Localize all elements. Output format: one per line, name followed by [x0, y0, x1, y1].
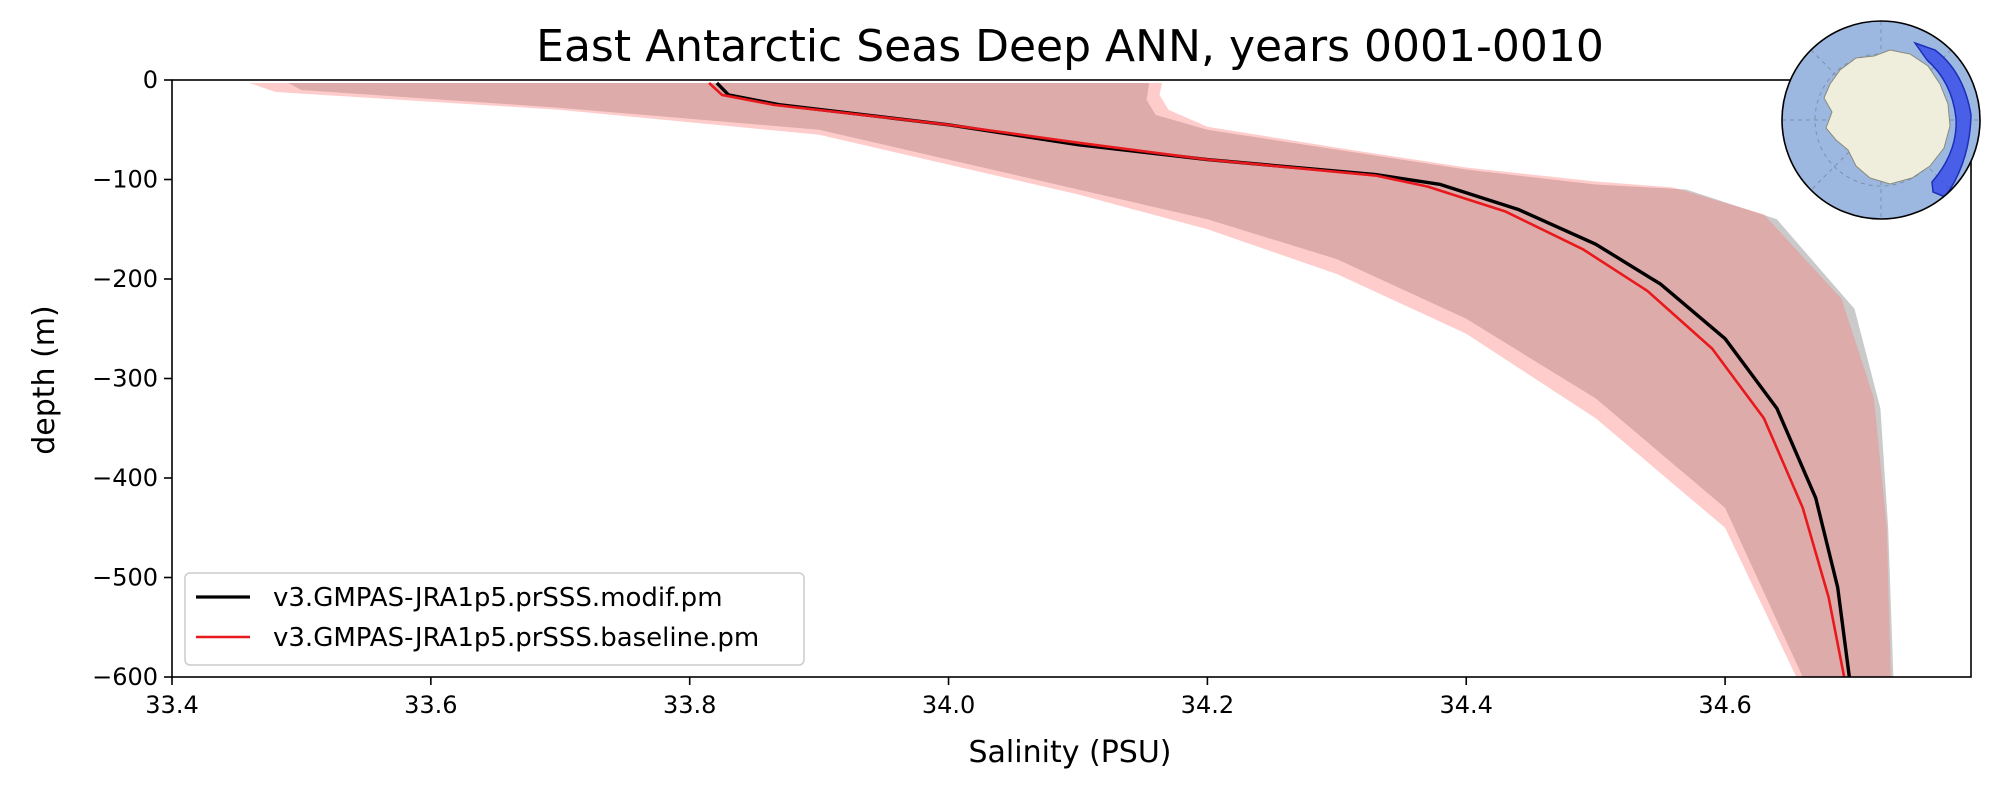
x-tick-label: 34.4	[1440, 691, 1493, 719]
y-tick-label: −300	[92, 365, 158, 393]
x-tick-label: 34.6	[1698, 691, 1751, 719]
y-axis: 0 −100 −200 −300 −400 −500 −600	[92, 66, 172, 691]
legend: v3.GMPAS-JRA1p5.prSSS.modif.pm v3.GMPAS-…	[184, 572, 805, 666]
x-axis: 33.4 33.6 33.8 34.0 34.2 34.4 34.6	[145, 677, 1752, 719]
east-antarctic-seas-region	[1913, 41, 1972, 198]
x-tick-label: 33.6	[404, 691, 457, 719]
y-tick-label: −100	[92, 166, 158, 194]
y-tick-label: −400	[92, 464, 158, 492]
x-tick-label: 33.4	[145, 691, 198, 719]
x-axis-label: Salinity (PSU)	[969, 735, 1172, 770]
y-tick-label: −200	[92, 265, 158, 293]
inset-border	[1781, 20, 1981, 220]
y-axis-label: depth (m)	[27, 305, 62, 455]
x-tick-label: 34.2	[1181, 691, 1234, 719]
x-tick-label: 33.8	[663, 691, 716, 719]
y-tick-label: −600	[92, 663, 158, 691]
inset-map	[1781, 20, 1981, 220]
range-band-baseline	[249, 82, 1891, 677]
x-tick-label: 34.0	[922, 691, 975, 719]
chart-title: East Antarctic Seas Deep ANN, years 0001…	[536, 21, 1604, 72]
series-line-baseline	[708, 82, 1846, 677]
legend-label-modif: v3.GMPAS-JRA1p5.prSSS.modif.pm	[273, 583, 723, 613]
y-tick-label: 0	[143, 66, 158, 94]
legend-box	[184, 572, 805, 666]
range-band-modif	[288, 82, 1894, 677]
legend-label-baseline: v3.GMPAS-JRA1p5.prSSS.baseline.pm	[273, 623, 759, 653]
antarctica-landmass	[1823, 49, 1951, 185]
y-tick-label: −500	[92, 564, 158, 592]
